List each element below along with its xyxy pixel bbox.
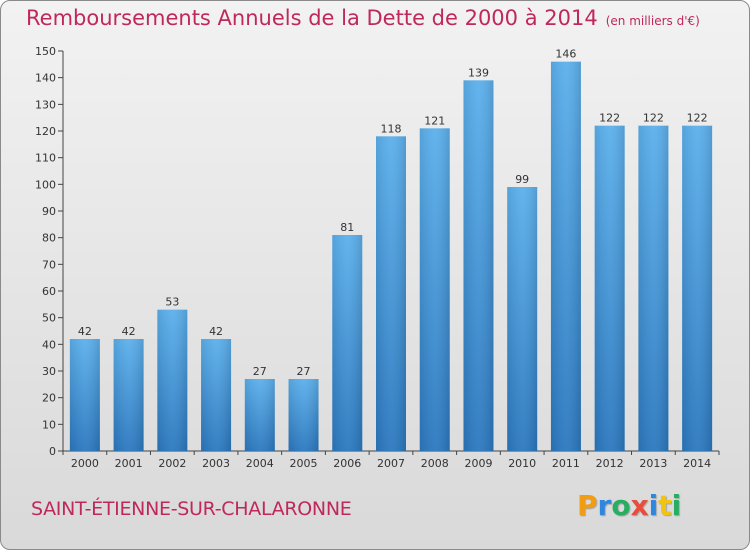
data-label: 99 [515,173,529,186]
x-tick-label: 2013 [639,457,667,470]
y-tick-label: 70 [42,258,56,271]
y-tick-label: 50 [42,312,56,325]
bar-shade [288,379,319,451]
x-tick-label: 2012 [596,457,624,470]
logo-letter: i [671,489,682,522]
logo-letter: o [611,489,631,522]
bar-shade [419,128,450,451]
x-tick-label: 2011 [552,457,580,470]
data-label: 122 [687,112,708,125]
axes: 0 10 20 30 40 50 60 70 80 90 100 110 120 130 140 150 200… [35,45,720,470]
bar-shade [463,80,494,451]
y-tick-label: 40 [42,338,56,351]
bar-shade [332,235,363,451]
logo-letter: i [648,489,659,522]
bar-shade [682,125,713,452]
data-label: 121 [424,114,445,127]
x-tick-label: 2002 [158,457,186,470]
data-label: 122 [643,112,664,125]
logo-letter: x [630,489,649,522]
x-tick-label: 2010 [508,457,536,470]
x-tick-label: 2014 [683,457,711,470]
data-label: 42 [78,325,92,338]
data-label: 118 [381,122,402,135]
y-tick-label: 130 [35,98,56,111]
bar-shade [201,339,232,451]
logo-letter: r [597,489,612,522]
bar-shade [69,339,100,451]
logo-letter: t [658,489,672,522]
y-tick-label: 0 [49,445,56,458]
y-tick-label: 80 [42,232,56,245]
bar-shade [244,379,275,451]
y-tick-label: 120 [35,125,56,138]
x-tick-label: 2009 [464,457,492,470]
x-tick-label: 2008 [421,457,449,470]
x-tick-label: 2007 [377,457,405,470]
bar-shade [376,136,406,452]
y-tick-label: 30 [42,365,56,378]
x-tick-label: 2000 [71,457,99,470]
data-label: 42 [122,325,136,338]
y-tick-label: 10 [42,418,56,431]
bar-shade [507,187,538,451]
bar-shade [550,61,581,452]
data-label: 122 [599,112,620,125]
bar-shade [113,339,144,451]
y-tick-label: 110 [35,152,56,165]
y-tick-label: 140 [35,72,56,85]
x-tick-label: 2006 [333,457,361,470]
x-tick-label: 2005 [290,457,318,470]
chart-title: Remboursements Annuels de la Dette de 20… [26,6,700,30]
bar-shade [638,125,669,452]
data-labels: 42 42 53 42 27 27 81 118 121 139 99 146 122 122 122 [78,48,708,378]
data-label: 139 [468,66,489,79]
y-tick-label: 100 [35,178,56,191]
title-text: Remboursements Annuels de la Dette de 20… [26,6,598,30]
data-label: 27 [297,365,311,378]
y-tick-label: 90 [42,205,56,218]
x-tick-label: 2001 [115,457,143,470]
logo-letter: P [577,489,598,522]
data-label: 53 [165,296,179,309]
data-label: 27 [253,365,267,378]
x-tick-label: 2003 [202,457,230,470]
title-unit: (en milliers d'€) [605,14,700,28]
y-tick-label: 60 [42,285,56,298]
bar-shade [157,309,188,451]
data-label: 81 [340,221,354,234]
y-tick-label: 20 [42,392,56,405]
data-label: 42 [209,325,223,338]
bar-shade [594,125,625,452]
bars [69,61,713,452]
commune-name: SAINT-ÉTIENNE-SUR-CHALARONNE [31,498,352,520]
y-tick-label: 150 [35,45,56,58]
x-tick-label: 2004 [246,457,274,470]
proxiti-logo: Proxiti [577,489,681,522]
data-label: 146 [555,48,576,61]
